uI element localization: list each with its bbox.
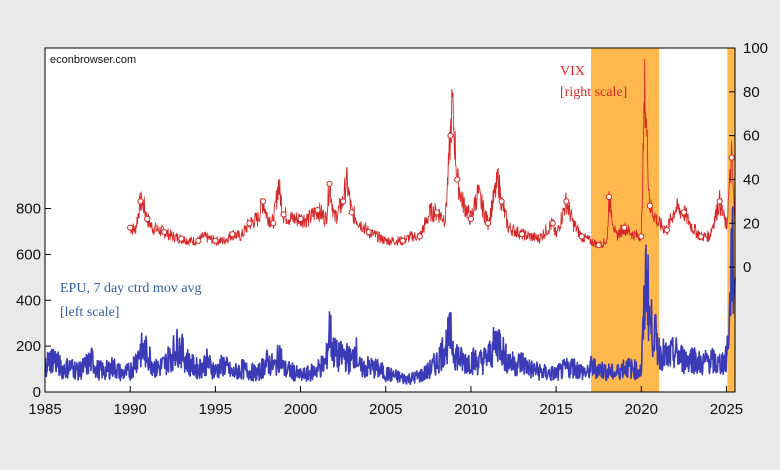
plot-frame bbox=[44, 47, 736, 393]
vix-point-46 bbox=[467, 215, 475, 223]
x-tick-label-4: 2005 bbox=[369, 401, 402, 418]
vix-point-34 bbox=[365, 228, 372, 236]
source-label: econbrowser.com bbox=[50, 54, 136, 66]
vix-point-36 bbox=[399, 237, 406, 244]
vix-point-28 bbox=[326, 180, 333, 187]
vix-point-44 bbox=[454, 176, 461, 183]
right-tick-label-2: 40 bbox=[743, 171, 760, 188]
vix-point-22 bbox=[280, 211, 287, 218]
x-tick-label-1: 1990 bbox=[113, 401, 146, 418]
right-tick-label-4: 80 bbox=[743, 84, 760, 101]
vix-point-14 bbox=[229, 231, 236, 238]
series-line-epu bbox=[44, 206, 736, 385]
vix-point-4 bbox=[144, 215, 151, 223]
vix-point-48 bbox=[484, 220, 492, 227]
vix-legend-label: VIX bbox=[560, 64, 585, 79]
vix-point-54 bbox=[549, 220, 556, 227]
shade-period-1 bbox=[727, 48, 735, 392]
series-line-vix bbox=[129, 58, 736, 249]
series-lines bbox=[44, 58, 736, 385]
right-tick-label-5: 100 bbox=[743, 40, 768, 57]
vix-point-0 bbox=[127, 224, 134, 231]
right-tick-label-1: 20 bbox=[743, 215, 760, 232]
vix-point-12 bbox=[212, 237, 219, 244]
x-tick-label-3: 2000 bbox=[284, 401, 317, 418]
vix-point-76 bbox=[716, 198, 723, 205]
x-tick-label-8: 2025 bbox=[710, 401, 743, 418]
vix-point-62 bbox=[605, 193, 613, 201]
vix-point-68 bbox=[646, 202, 653, 209]
vix-point-8 bbox=[178, 235, 185, 242]
left-tick-label-0: 0 bbox=[33, 384, 41, 401]
vix-point-64 bbox=[621, 224, 628, 231]
vix-point-10 bbox=[195, 237, 202, 244]
vix-point-66 bbox=[638, 233, 645, 240]
vix-point-42 bbox=[447, 132, 454, 139]
vix-point-78 bbox=[728, 154, 735, 161]
x-tick-label-5: 2010 bbox=[454, 401, 487, 418]
x-tick-label-7: 2020 bbox=[625, 401, 658, 418]
vix-point-70 bbox=[663, 226, 670, 233]
vix-point-26 bbox=[314, 207, 321, 214]
x-tick-label-2: 1995 bbox=[199, 401, 232, 418]
left-tick-label-4: 800 bbox=[16, 201, 41, 218]
vix-point-60 bbox=[595, 242, 602, 249]
vix-point-6 bbox=[161, 228, 168, 236]
vix-point-56 bbox=[563, 198, 570, 205]
vix-point-24 bbox=[297, 215, 304, 223]
vix-point-74 bbox=[697, 233, 705, 240]
vix-point-18 bbox=[259, 198, 267, 205]
x-tick-label-0: 1985 bbox=[28, 401, 61, 418]
vix-legend-note: [right scale] bbox=[560, 85, 627, 100]
vix-point-16 bbox=[246, 220, 253, 227]
vix-point-32 bbox=[348, 209, 355, 216]
left-tick-label-3: 600 bbox=[16, 246, 41, 263]
vix-point-30 bbox=[340, 198, 347, 205]
left-tick-label-2: 400 bbox=[16, 292, 41, 309]
vix-point-38 bbox=[416, 233, 423, 240]
vix-point-72 bbox=[680, 209, 687, 216]
epu-legend-note: [left scale] bbox=[60, 305, 119, 320]
axis-ticks: 1985 1990 1995 2000 2005 2010 2015 2020 20250200… bbox=[16, 40, 768, 418]
x-tick-label-6: 2015 bbox=[539, 401, 572, 418]
vix-point-50 bbox=[498, 198, 505, 205]
vix-point-58 bbox=[578, 233, 585, 240]
vix-point-40 bbox=[433, 209, 440, 216]
vix-point-20 bbox=[270, 220, 277, 227]
vix-point-2 bbox=[137, 198, 144, 205]
left-tick-label-1: 200 bbox=[16, 338, 41, 355]
right-tick-label-3: 60 bbox=[743, 128, 760, 145]
vix-point-52 bbox=[518, 231, 526, 238]
right-tick-label-0: 0 bbox=[743, 259, 751, 276]
epu-legend-label: EPU, 7 day ctrd mov avg bbox=[60, 281, 202, 296]
